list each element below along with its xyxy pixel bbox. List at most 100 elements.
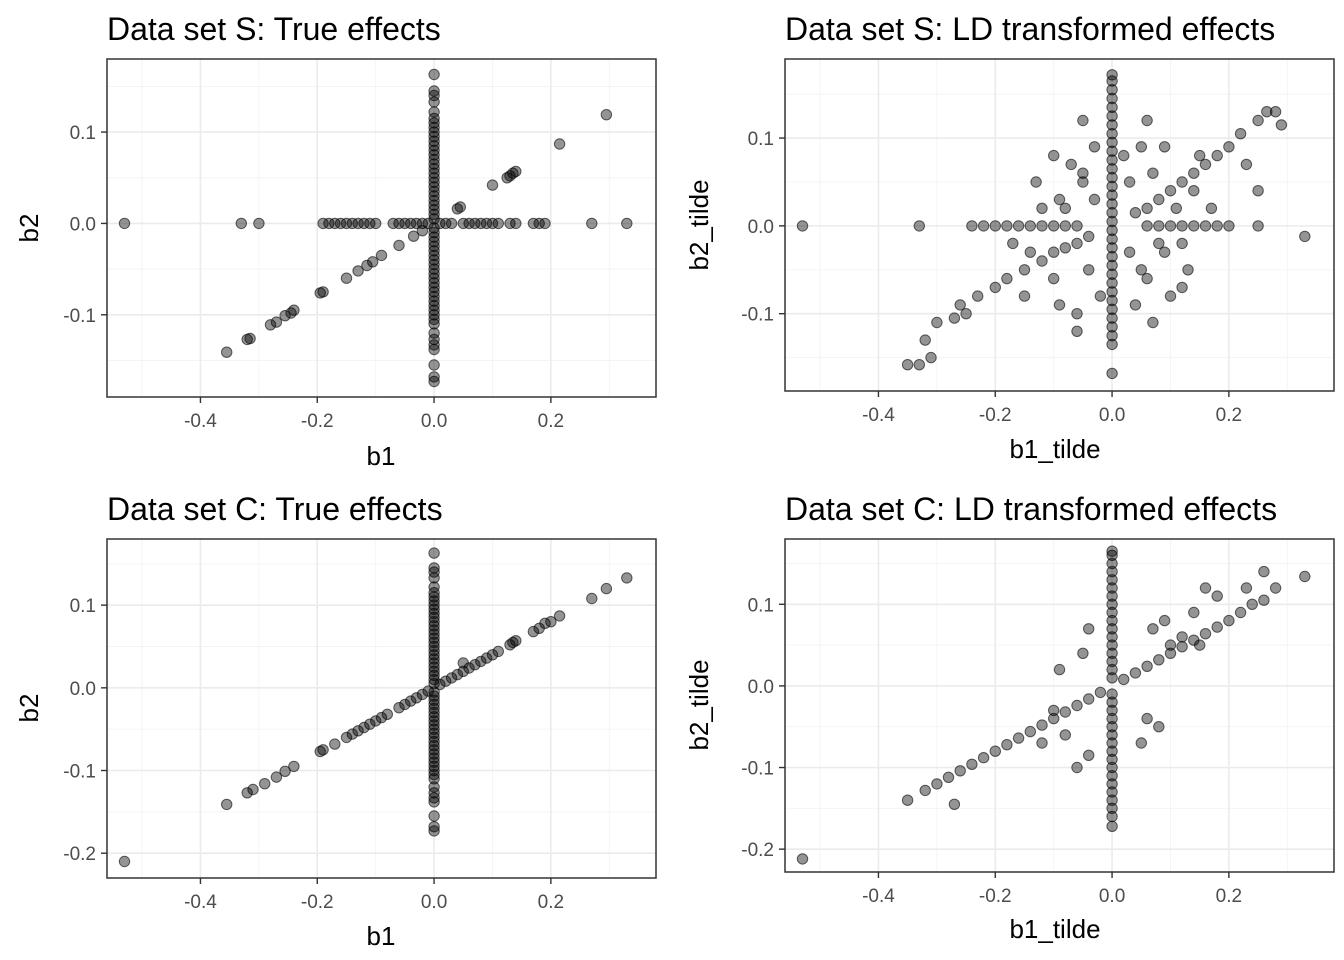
scatter-point	[1106, 672, 1118, 684]
scatter-point	[1106, 574, 1118, 586]
scatter-point	[1106, 712, 1118, 725]
scatter-point	[469, 217, 481, 230]
scatter-point	[942, 771, 955, 783]
scatter-point	[1059, 729, 1072, 741]
scatter-point	[989, 281, 1001, 294]
scatter-point	[948, 798, 961, 810]
scatter-point	[1240, 582, 1253, 594]
scatter-point	[428, 258, 440, 271]
scatter-point	[1141, 220, 1153, 232]
y-tick-label: -0.1	[741, 759, 774, 780]
scatter-point	[428, 821, 440, 833]
scatter-point	[1240, 158, 1253, 171]
scatter-point	[1106, 233, 1118, 245]
x-axis-title: b1_tilde	[1009, 434, 1100, 464]
scatter-point	[428, 644, 440, 657]
scatter-point	[1106, 242, 1118, 254]
scatter-point	[367, 256, 379, 268]
scatter-point	[1106, 549, 1118, 561]
scatter-point	[1106, 338, 1118, 351]
scatter-point	[1141, 202, 1153, 215]
scatter-point	[1164, 290, 1177, 302]
scatter-point	[960, 308, 972, 320]
scatter-point	[1234, 606, 1247, 619]
scatter-point	[1106, 250, 1118, 263]
scatter-point	[1106, 647, 1118, 659]
scatter-point	[954, 765, 966, 777]
y-axis-title: b2	[14, 214, 44, 243]
scatter-point	[1106, 180, 1118, 193]
y-axis-title: b2	[14, 694, 44, 723]
scatter-point	[399, 698, 411, 711]
scatter-point	[428, 702, 440, 715]
scatter-point	[428, 649, 440, 661]
scatter-point	[1176, 176, 1188, 188]
scatter-point	[1199, 628, 1212, 640]
scatter-point	[428, 327, 440, 339]
y-tick-label: -0.2	[63, 844, 96, 865]
scatter-point	[510, 165, 522, 178]
panel-border	[106, 58, 657, 398]
scatter-point	[288, 760, 300, 773]
scatter-point	[428, 172, 440, 184]
scatter-point	[1164, 185, 1177, 197]
scatter-point	[1199, 158, 1212, 171]
scatter-point	[428, 620, 440, 632]
scatter-point	[1077, 176, 1089, 188]
scatter-point	[451, 668, 464, 681]
scatter-point	[919, 334, 931, 346]
scatter-point	[405, 217, 417, 230]
scatter-point	[1106, 198, 1118, 210]
scatter-point	[241, 787, 253, 799]
scatter-point	[1234, 128, 1247, 140]
scatter-point	[1194, 639, 1206, 651]
scatter-point	[1106, 367, 1118, 380]
scatter-point	[428, 144, 440, 157]
scatter-point	[954, 299, 966, 311]
scatter-point	[1211, 590, 1223, 602]
y-tick-label: 0.1	[70, 123, 96, 144]
scatter-points	[796, 69, 1311, 380]
scatter-point	[317, 286, 329, 298]
scatter-point	[1065, 158, 1077, 171]
scatter-point	[340, 272, 353, 284]
panel-s-ld-transformed-effects: -0.4 -0.2 0.0 0.2 -0.1 0.0 0.1 Data set S: LD t…	[684, 11, 1335, 464]
scatter-point	[428, 375, 440, 388]
scatter-point	[428, 263, 440, 275]
scatter-point	[1223, 614, 1235, 627]
scatter-point	[533, 217, 545, 230]
scatter-point	[1106, 606, 1118, 619]
scatter-point	[1106, 259, 1118, 272]
scatter-point	[966, 220, 978, 232]
x-axis-title: b1	[367, 921, 396, 951]
scatter-point	[428, 632, 440, 644]
scatter-point	[428, 792, 440, 804]
scatter-point	[1036, 255, 1048, 267]
scatter-point	[1024, 220, 1037, 232]
scatter-point	[972, 290, 984, 302]
scatter-point	[1106, 163, 1118, 175]
scatter-point	[358, 217, 370, 230]
scatter-point	[434, 678, 446, 691]
scatter-point	[428, 140, 440, 152]
scatter-point	[358, 721, 370, 734]
x-tick-label: 0.0	[421, 411, 447, 432]
scatter-point	[428, 117, 440, 129]
scatter-point	[428, 339, 440, 351]
scatter-point	[1170, 202, 1183, 215]
scatter-point	[334, 217, 347, 230]
scatter-point	[1036, 202, 1048, 215]
scatter-point	[1153, 654, 1165, 666]
scatter-point	[118, 217, 131, 230]
scatter-point	[1106, 277, 1118, 289]
y-tick-label: -0.1	[63, 306, 96, 327]
scatter-point	[1106, 794, 1118, 806]
scatter-point	[796, 220, 809, 232]
scatter-point	[1135, 141, 1148, 153]
scatter-point	[416, 225, 429, 237]
scatter-point	[1188, 167, 1200, 179]
scatter-point	[1106, 820, 1118, 832]
scatter-point	[492, 217, 504, 230]
chart-title: Data set C: True effects	[107, 491, 443, 527]
scatter-point	[428, 773, 440, 785]
